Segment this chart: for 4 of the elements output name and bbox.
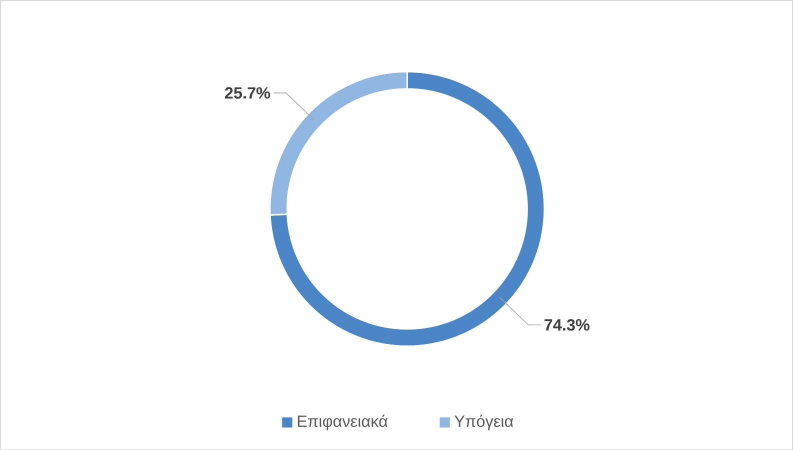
data-label: 74.3% bbox=[544, 318, 590, 330]
legend-label: Υπόγεια bbox=[454, 414, 514, 430]
legend-label: Επιφανειακά bbox=[298, 414, 388, 430]
data-label: 25.7% bbox=[224, 86, 270, 99]
